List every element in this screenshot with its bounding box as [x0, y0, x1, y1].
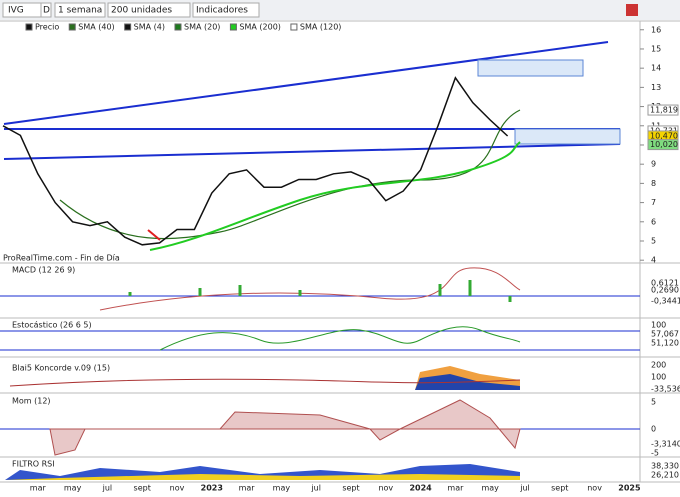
axis-label: 200: [651, 361, 666, 370]
axis-label: 0,6121: [651, 279, 679, 288]
x-tick-label: mar: [239, 484, 256, 493]
x-tick-label: nov: [170, 484, 185, 493]
trend-line: [3, 143, 621, 160]
axis-label: 26,210: [651, 471, 679, 480]
price-label: 11,819: [650, 106, 678, 115]
panel-title: Mom (12): [12, 397, 51, 406]
price-badge: [647, 139, 679, 151]
units[interactable]: 200 unidades: [111, 6, 172, 16]
symbol[interactable]: IVG: [8, 6, 24, 16]
interval-box[interactable]: [54, 2, 106, 18]
legend-entry: SMA (120): [300, 23, 342, 32]
legend-entry: SMA (4): [134, 23, 165, 32]
legend-swatch: [174, 23, 182, 31]
trend-line: [3, 41, 609, 125]
y-tick-label: 7: [651, 198, 656, 207]
x-tick-label: may: [64, 484, 82, 493]
panel-title: Estocástico (26 6 5): [12, 321, 92, 330]
y-tick-label: 5: [651, 236, 656, 245]
interval[interactable]: 1 semana: [58, 6, 102, 16]
legend: Precio SMA (40) SMA (4) SMA (20) SMA (200) SM…: [25, 23, 342, 32]
y-tick-label: 9: [651, 160, 656, 169]
axis-label: 0: [651, 425, 656, 434]
axis-label: -3,3140: [651, 440, 680, 449]
axis-label: 5: [651, 398, 656, 407]
legend-entry: SMA (40): [78, 23, 114, 32]
axis-label: 51,120: [651, 339, 679, 348]
x-tick-label: may: [481, 484, 499, 493]
legend-swatch: [229, 23, 237, 31]
source-note: ProRealTime.com - Fin de Día: [3, 254, 120, 263]
legend-swatch: [68, 23, 76, 31]
y-tick-label: 6: [651, 217, 656, 226]
koncorde-panel: Blai5 Koncorde v.09 (15) 200 100 -33,536: [0, 356, 680, 394]
y-tick-label: 14: [651, 64, 661, 73]
x-tick-label: may: [273, 484, 291, 493]
price-chart: 4567891011121314151611,81910,73110,47010…: [2, 25, 679, 265]
indicators[interactable]: Indicadores: [196, 6, 248, 16]
x-tick-label: nov: [587, 484, 602, 493]
alert-icon[interactable]: [626, 4, 638, 16]
stochastic-panel: Estocástico (26 6 5) 100 57,067 51,120: [0, 317, 680, 351]
axis-label: 57,067: [651, 330, 679, 339]
legend-entry: Precio: [35, 23, 59, 32]
y-tick-label: 8: [651, 179, 656, 188]
x-tick-label: sept: [134, 484, 151, 493]
x-tick-label: sept: [551, 484, 568, 493]
price-line: [2, 76, 509, 246]
panel-title: Blai5 Koncorde v.09 (15): [12, 364, 110, 373]
x-tick-label: nov: [378, 484, 393, 493]
period-box[interactable]: [40, 2, 52, 18]
axis-label: 100: [651, 321, 666, 330]
momentum-panel: Mom (12) 5 0 -3,3140 -5: [0, 392, 680, 458]
price-label: 10,020: [650, 140, 678, 149]
x-tick-label: jul: [310, 484, 321, 493]
x-tick-label: mar: [447, 484, 464, 493]
zone: [477, 59, 584, 77]
axis-label: -5: [651, 449, 659, 458]
legend-entry: SMA (20): [184, 23, 220, 32]
legend-swatch: [124, 23, 132, 31]
axis-label: 100: [651, 373, 666, 382]
axis-label: -33,536: [651, 385, 680, 394]
panel-title: MACD (12 26 9): [12, 266, 75, 275]
axis-label: 38,330: [651, 462, 679, 471]
x-tick-label: sept: [342, 484, 359, 493]
legend-swatch: [25, 23, 33, 31]
y-tick-label: 4: [651, 256, 656, 265]
rsi-panel: FILTRO RSI 38,330 26,210: [0, 456, 680, 480]
x-tick-label: 2025: [618, 484, 641, 493]
x-tick-label: jul: [519, 484, 530, 493]
period-code[interactable]: D: [43, 6, 50, 16]
y-tick-label: 13: [651, 83, 661, 92]
units-box[interactable]: [107, 2, 191, 18]
y-tick-label: 16: [651, 25, 661, 34]
legend-entry: SMA (200): [239, 23, 281, 32]
y-tick-label: 15: [651, 44, 661, 53]
axis-label: 0,2690: [651, 286, 679, 295]
sma-line: [149, 141, 521, 251]
legend-swatch: [290, 23, 298, 31]
indicators-box[interactable]: [192, 2, 260, 18]
macd-panel: MACD (12 26 9) 0,6121 0,2690 -0,3441: [0, 262, 680, 311]
panel-title: FILTRO RSI: [12, 460, 55, 469]
signal-arrow: [147, 229, 161, 241]
x-tick-label: 2023: [201, 484, 223, 493]
zone: [514, 128, 621, 145]
x-tick-label: 2024: [409, 484, 432, 493]
x-tick-label: mar: [30, 484, 47, 493]
sma-line: [59, 109, 521, 240]
price-badge: [647, 104, 679, 116]
x-tick-label: jul: [102, 484, 113, 493]
price-label: 10,470: [650, 131, 678, 140]
axis-label: -0,3441: [651, 297, 680, 306]
